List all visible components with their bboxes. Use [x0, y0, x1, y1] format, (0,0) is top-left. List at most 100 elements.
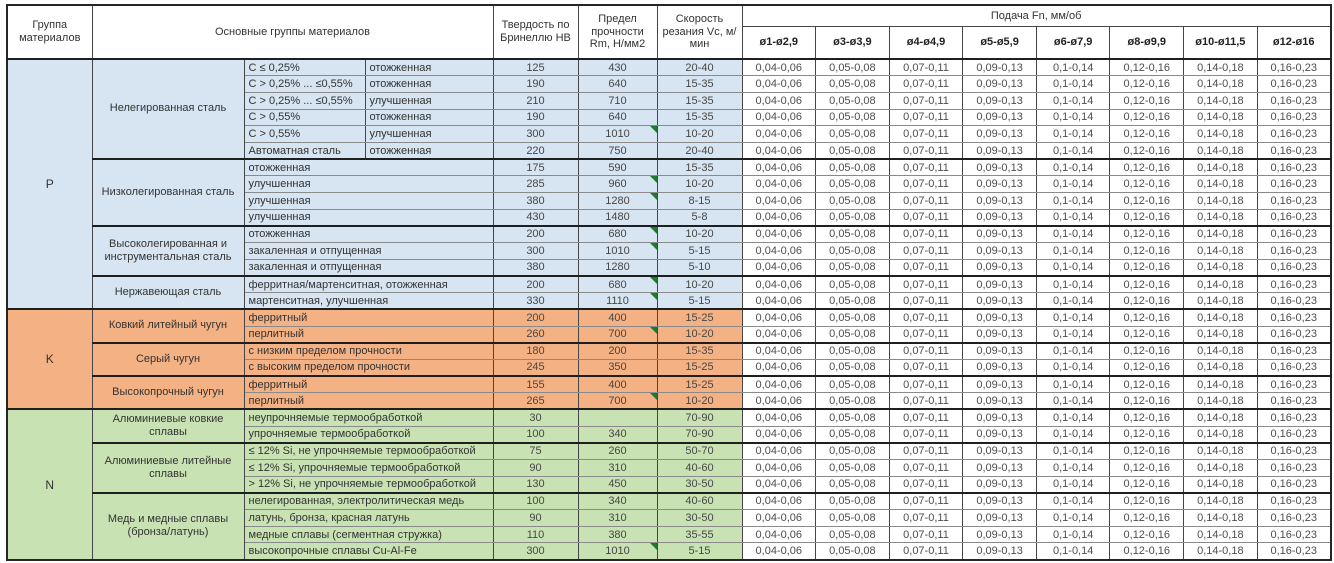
feed-value-cell[interactable]: 0,09-0,13 [962, 175, 1037, 193]
feed-value-cell[interactable]: 0,14-0,18 [1183, 408, 1258, 427]
cutting-speed-vc-cell[interactable]: 5-15 [656, 542, 743, 561]
strength-rm-cell[interactable]: 680 [577, 274, 658, 294]
feed-value-cell[interactable]: 0,05-0,08 [815, 75, 890, 93]
feed-value-cell[interactable]: 0,04-0,06 [741, 175, 817, 193]
cutting-speed-vc-cell[interactable]: 15-35 [656, 75, 743, 93]
strength-rm-cell[interactable]: 1110 [577, 292, 658, 310]
hardness-hb-cell[interactable]: 430 [492, 208, 579, 227]
feed-value-cell[interactable]: 0,04-0,06 [741, 542, 817, 561]
cutting-speed-vc-cell[interactable]: 10-20 [656, 224, 743, 244]
strength-rm-cell[interactable]: 710 [577, 91, 658, 110]
header-cutting-speed-vc[interactable]: Скорость резания Vc, м/мин [656, 4, 743, 60]
cutting-speed-vc-cell[interactable]: 5-15 [656, 242, 743, 260]
hardness-hb-cell[interactable]: 220 [492, 141, 579, 160]
hardness-hb-cell[interactable]: 190 [492, 108, 579, 127]
strength-rm-cell[interactable]: 430 [577, 58, 658, 77]
cutting-speed-vc-cell[interactable]: 10-20 [656, 392, 743, 410]
material-desc-cell[interactable]: нелегированная, электролитическая медь [243, 491, 494, 511]
feed-value-cell[interactable]: 0,05-0,08 [815, 141, 890, 160]
subgroup-name-cell[interactable]: Серый чугун [91, 341, 245, 377]
hardness-hb-cell[interactable]: 260 [492, 325, 579, 344]
feed-value-cell[interactable]: 0,04-0,06 [741, 475, 817, 494]
feed-value-cell[interactable]: 0,14-0,18 [1183, 542, 1258, 561]
feed-value-cell[interactable]: 0,1-0,14 [1035, 341, 1111, 360]
feed-value-cell[interactable]: 0,05-0,08 [815, 441, 890, 460]
feed-value-cell[interactable]: 0,07-0,11 [888, 224, 964, 244]
feed-value-cell[interactable]: 0,16-0,23 [1256, 408, 1332, 427]
feed-value-cell[interactable]: 0,05-0,08 [815, 525, 890, 544]
feed-value-cell[interactable]: 0,05-0,08 [815, 108, 890, 127]
feed-value-cell[interactable]: 0,09-0,13 [962, 509, 1037, 527]
feed-value-cell[interactable]: 0,12-0,16 [1109, 308, 1185, 327]
strength-rm-cell[interactable]: 960 [577, 175, 658, 193]
material-state-cell[interactable]: улучшенная [364, 91, 494, 110]
material-desc-cell[interactable]: закаленная и отпущенная [243, 258, 494, 277]
subgroup-name-cell[interactable]: Ковкий литейный чугун [91, 308, 245, 344]
feed-value-cell[interactable]: 0,16-0,23 [1256, 108, 1332, 127]
feed-value-cell[interactable]: 0,16-0,23 [1256, 175, 1332, 193]
cutting-speed-vc-cell[interactable]: 10-20 [656, 274, 743, 294]
feed-value-cell[interactable]: 0,05-0,08 [815, 475, 890, 494]
hardness-hb-cell[interactable]: 200 [492, 224, 579, 244]
feed-value-cell[interactable]: 0,05-0,08 [815, 509, 890, 527]
cutting-speed-vc-cell[interactable]: 70-90 [656, 408, 743, 427]
feed-value-cell[interactable]: 0,07-0,11 [888, 425, 964, 444]
hardness-hb-cell[interactable]: 180 [492, 341, 579, 360]
hardness-hb-cell[interactable]: 130 [492, 475, 579, 494]
feed-value-cell[interactable]: 0,07-0,11 [888, 325, 964, 344]
feed-value-cell[interactable]: 0,05-0,08 [815, 274, 890, 294]
strength-rm-cell[interactable]: 450 [577, 475, 658, 494]
feed-value-cell[interactable]: 0,09-0,13 [962, 75, 1037, 93]
material-desc-cell[interactable]: ферритный [243, 375, 494, 394]
feed-value-cell[interactable]: 0,12-0,16 [1109, 274, 1185, 294]
feed-value-cell[interactable]: 0,07-0,11 [888, 192, 964, 210]
hardness-hb-cell[interactable]: 30 [492, 408, 579, 427]
feed-value-cell[interactable]: 0,1-0,14 [1035, 242, 1111, 260]
feed-value-cell[interactable]: 0,12-0,16 [1109, 91, 1185, 110]
hardness-hb-cell[interactable]: 200 [492, 308, 579, 327]
feed-value-cell[interactable]: 0,1-0,14 [1035, 125, 1111, 143]
feed-value-cell[interactable]: 0,07-0,11 [888, 158, 964, 177]
strength-rm-cell[interactable]: 310 [577, 459, 658, 477]
hardness-hb-cell[interactable]: 175 [492, 158, 579, 177]
feed-value-cell[interactable]: 0,07-0,11 [888, 375, 964, 394]
feed-value-cell[interactable]: 0,1-0,14 [1035, 58, 1111, 77]
feed-value-cell[interactable]: 0,05-0,08 [815, 308, 890, 327]
cutting-speed-vc-cell[interactable]: 20-40 [656, 141, 743, 160]
feed-value-cell[interactable]: 0,12-0,16 [1109, 441, 1185, 460]
feed-value-cell[interactable]: 0,09-0,13 [962, 208, 1037, 227]
cutting-speed-vc-cell[interactable]: 15-25 [656, 358, 743, 377]
feed-value-cell[interactable]: 0,1-0,14 [1035, 308, 1111, 327]
feed-value-cell[interactable]: 0,07-0,11 [888, 358, 964, 377]
feed-value-cell[interactable]: 0,05-0,08 [815, 292, 890, 310]
feed-value-cell[interactable]: 0,05-0,08 [815, 459, 890, 477]
feed-value-cell[interactable]: 0,1-0,14 [1035, 475, 1111, 494]
feed-value-cell[interactable]: 0,1-0,14 [1035, 491, 1111, 511]
feed-value-cell[interactable]: 0,16-0,23 [1256, 475, 1332, 494]
subgroup-name-cell[interactable]: Нелегированная сталь [91, 57, 245, 160]
feed-value-cell[interactable]: 0,14-0,18 [1183, 441, 1258, 460]
material-desc-cell[interactable]: высокопрочные сплавы Cu-Al-Fe [243, 542, 494, 561]
feed-value-cell[interactable]: 0,04-0,06 [741, 358, 817, 377]
feed-value-cell[interactable]: 0,12-0,16 [1109, 341, 1185, 360]
feed-value-cell[interactable]: 0,07-0,11 [888, 509, 964, 527]
feed-value-cell[interactable]: 0,07-0,11 [888, 491, 964, 511]
hardness-hb-cell[interactable]: 300 [492, 125, 579, 143]
feed-value-cell[interactable]: 0,1-0,14 [1035, 375, 1111, 394]
hardness-hb-cell[interactable]: 210 [492, 91, 579, 110]
hardness-hb-cell[interactable]: 265 [492, 392, 579, 410]
hardness-hb-cell[interactable]: 100 [492, 425, 579, 444]
feed-value-cell[interactable]: 0,14-0,18 [1183, 274, 1258, 294]
group-letter-cell[interactable]: N [6, 408, 93, 561]
feed-value-cell[interactable]: 0,07-0,11 [888, 525, 964, 544]
feed-value-cell[interactable]: 0,14-0,18 [1183, 58, 1258, 77]
feed-value-cell[interactable]: 0,16-0,23 [1256, 425, 1332, 444]
strength-rm-cell[interactable]: 1010 [577, 125, 658, 143]
feed-value-cell[interactable]: 0,1-0,14 [1035, 91, 1111, 110]
feed-value-cell[interactable]: 0,05-0,08 [815, 542, 890, 561]
feed-value-cell[interactable]: 0,09-0,13 [962, 491, 1037, 511]
subgroup-name-cell[interactable]: Нержавеющая сталь [91, 274, 245, 310]
material-state-cell[interactable]: отожженная [364, 58, 494, 77]
feed-value-cell[interactable]: 0,04-0,06 [741, 375, 817, 394]
feed-value-cell[interactable]: 0,09-0,13 [962, 274, 1037, 294]
